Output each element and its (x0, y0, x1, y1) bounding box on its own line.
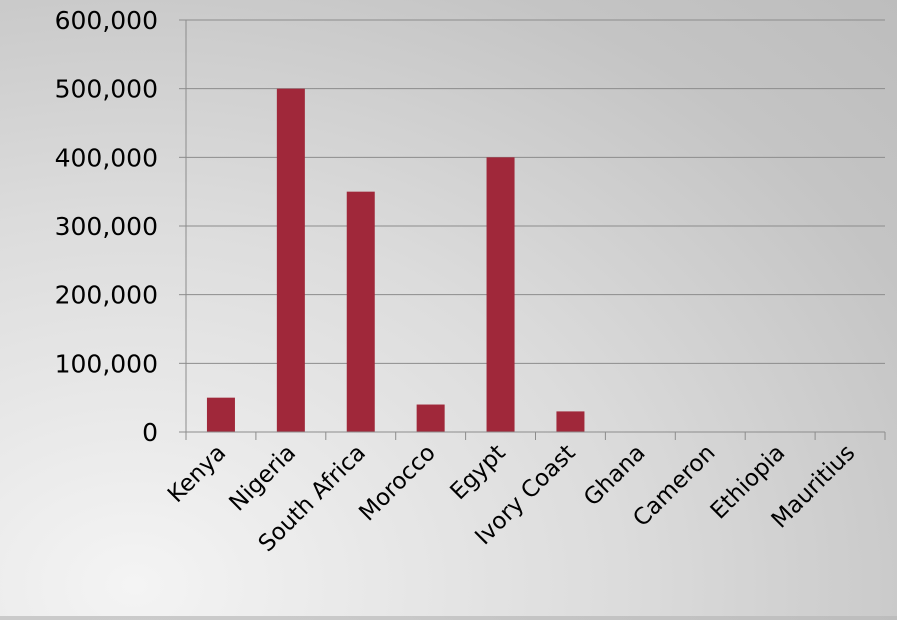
y-tick-labels: 0 100,000 200,000 300,000 400,000 500,000 600,… (55, 6, 158, 447)
x-tick-label: Ghana (579, 440, 651, 512)
y-tick-label: 300,000 (55, 212, 158, 241)
bar-kenya (206, 397, 235, 432)
axes (179, 19, 886, 440)
y-tick-label: 100,000 (55, 349, 158, 378)
y-tick-label: 500,000 (55, 75, 158, 104)
bar-morocco (416, 404, 445, 432)
bar-nigeria (276, 88, 305, 433)
y-tick-label: 200,000 (55, 281, 158, 310)
bar-egypt (486, 157, 515, 433)
x-tick-label: Kenya (163, 440, 231, 508)
x-tick-label: Morocco (354, 440, 440, 526)
x-tick-label: Egypt (445, 440, 510, 505)
bar-ivory-coast (556, 411, 585, 432)
y-tick-label: 600,000 (55, 6, 158, 35)
bar-south-africa (346, 191, 375, 432)
y-tick-label: 0 (142, 418, 158, 447)
bars (206, 88, 585, 433)
y-tick-label: 400,000 (55, 143, 158, 172)
